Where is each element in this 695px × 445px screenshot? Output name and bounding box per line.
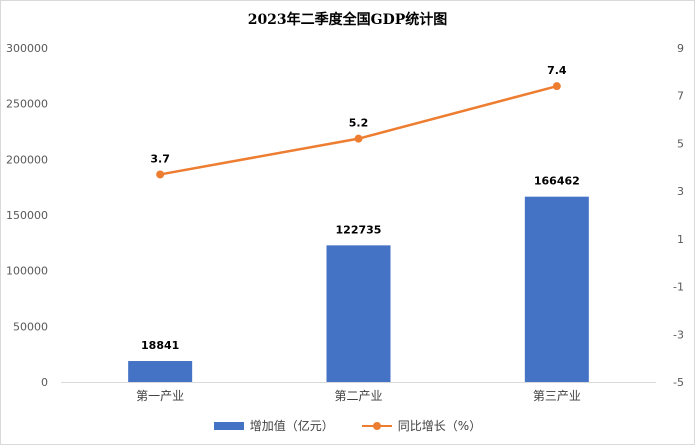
y-left-tick-label: 300000 [6,42,48,55]
line-data-label: 3.7 [150,152,170,165]
y-left-tick-label: 100000 [6,265,48,278]
legend-item-line: 同比增长（%） [361,417,482,434]
y-right-tick-label: -3 [673,328,684,341]
bar [128,361,193,382]
chart-title: 2023年二季度全国GDP统计图 [247,12,448,28]
y-right-tick-label: 7 [677,90,684,103]
growth-point [552,82,561,91]
bar-data-label: 18841 [141,339,179,352]
legend-line-label: 同比增长（%） [397,419,482,433]
line-data-label: 7.4 [547,64,567,77]
legend-line-swatch [361,421,392,431]
y-left-tick-label: 50000 [13,320,48,333]
x-category-label: 第一产业 [136,389,184,403]
y-right-tick-label: -1 [673,281,684,294]
x-category-label: 第二产业 [334,389,382,403]
y-left-tick-label: 150000 [6,209,48,222]
bar-data-label: 122735 [336,223,382,236]
x-category-label: 第三产业 [533,389,581,403]
y-left-tick-label: 0 [41,376,48,389]
chart-legend: 增加值（亿元） 同比增长（%） [1,417,694,434]
y-right-tick-label: 5 [677,137,684,150]
legend-bar-swatch [213,421,244,430]
legend-bar-label: 增加值（亿元） [249,419,334,433]
legend-item-bar: 增加值（亿元） [213,417,334,434]
line-data-label: 5.2 [349,117,369,130]
y-right-tick-label: -5 [673,376,684,389]
bar [524,196,589,382]
y-right-tick-label: 9 [677,42,684,55]
y-left-tick-label: 250000 [6,98,48,111]
y-left-tick-label: 200000 [6,153,48,166]
y-right-tick-label: 3 [677,185,684,198]
bar-data-label: 166462 [534,175,580,188]
growth-point [354,134,363,143]
bar [326,245,391,382]
growth-line [159,84,558,176]
growth-point [156,170,165,179]
y-right-tick-label: 1 [677,233,684,246]
